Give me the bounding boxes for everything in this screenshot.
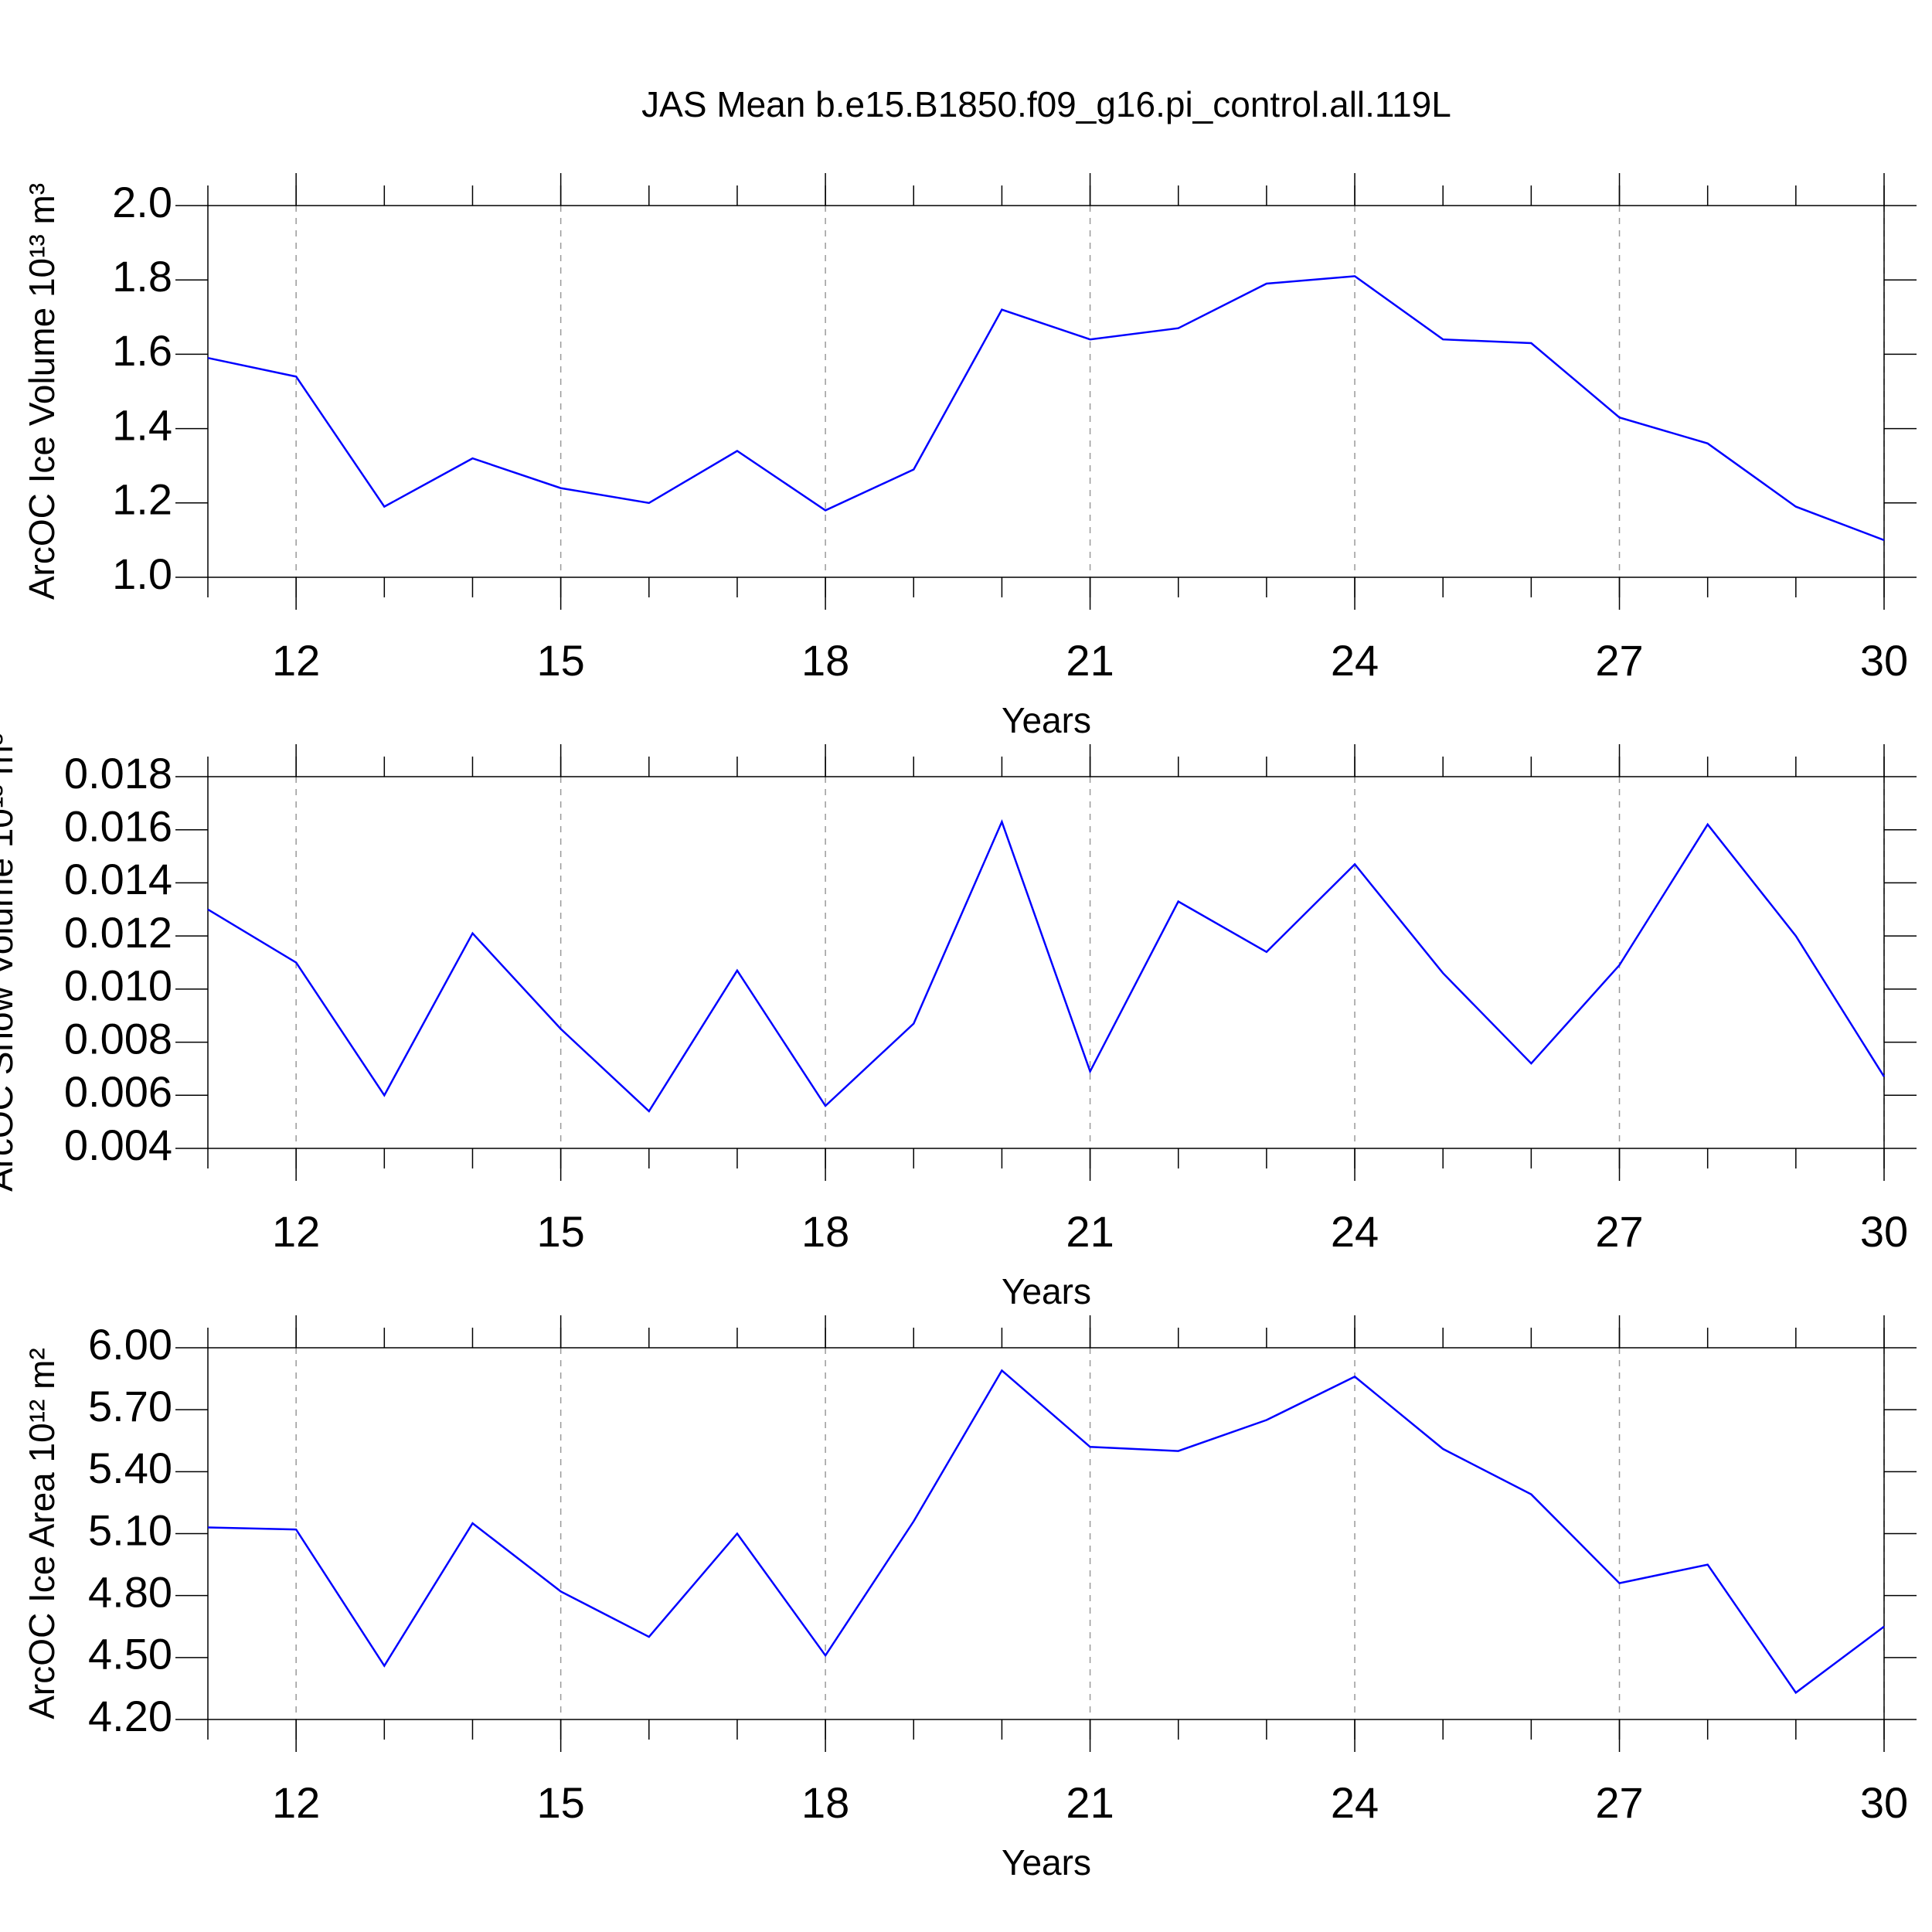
x-tick-label: 24 xyxy=(1331,1778,1379,1827)
plot-frame xyxy=(207,205,1885,578)
x-tick-label: 21 xyxy=(1066,636,1114,685)
data-line xyxy=(207,275,1885,542)
x-tick-label: 15 xyxy=(536,636,584,685)
x-tick-label: 27 xyxy=(1595,1207,1643,1256)
y-tick-label: 5.10 xyxy=(88,1505,172,1554)
x-tick-label: 21 xyxy=(1066,1778,1114,1827)
y-tick-label: 0.008 xyxy=(64,1014,172,1063)
y-tick-label: 0.010 xyxy=(64,961,172,1010)
x-tick-label: 24 xyxy=(1331,1207,1379,1256)
figure-title: JAS Mean b.e15.B1850.f09_g16.pi_control.… xyxy=(641,84,1451,124)
y-tick-label: 1.0 xyxy=(112,549,172,598)
y-tick-label: 1.6 xyxy=(112,326,172,375)
y-tick-label: 4.80 xyxy=(88,1567,172,1616)
y-tick-label: 2.0 xyxy=(112,178,172,226)
x-tick-label: 12 xyxy=(272,1778,320,1827)
x-tick-label: 15 xyxy=(536,1207,584,1256)
x-axis-title: Years xyxy=(1002,1842,1091,1883)
x-tick-label: 30 xyxy=(1860,636,1908,685)
y-tick-label: 5.40 xyxy=(88,1444,172,1492)
x-tick-label: 18 xyxy=(801,636,849,685)
y-tick-label: 0.014 xyxy=(64,855,172,903)
x-axis-title: Years xyxy=(1002,1271,1091,1311)
y-tick-label: 5.70 xyxy=(88,1382,172,1430)
x-tick-label: 27 xyxy=(1595,1778,1643,1827)
y-axis-title: ArcOC Ice Volume 10¹³ m³ xyxy=(22,183,62,600)
y-tick-label: 1.2 xyxy=(112,475,172,524)
data-line xyxy=(207,1369,1885,1695)
data-line xyxy=(207,818,1886,1113)
y-tick-label: 1.8 xyxy=(112,252,172,301)
x-tick-label: 18 xyxy=(801,1207,849,1256)
plot-frame xyxy=(207,1347,1885,1720)
x-tick-label: 12 xyxy=(272,1207,320,1256)
y-tick-label: 4.50 xyxy=(88,1630,172,1679)
x-tick-label: 18 xyxy=(801,1778,849,1827)
y-tick-label: 6.00 xyxy=(88,1320,172,1369)
x-tick-label: 24 xyxy=(1331,636,1379,685)
x-tick-label: 12 xyxy=(272,636,320,685)
x-tick-label: 15 xyxy=(536,1778,584,1827)
y-axis-title: ArcOC Snow Volume 10¹³ m³ xyxy=(0,733,20,1192)
y-tick-label: 1.4 xyxy=(112,400,172,449)
y-tick-label: 4.20 xyxy=(88,1692,172,1740)
y-tick-label: 0.012 xyxy=(64,908,172,957)
y-tick-label: 0.018 xyxy=(64,749,172,798)
y-tick-label: 0.016 xyxy=(64,802,172,851)
x-tick-label: 21 xyxy=(1066,1207,1114,1256)
x-axis-title: Years xyxy=(1002,700,1091,740)
y-axis-title: ArcOC Ice Area 10¹² m² xyxy=(22,1348,62,1719)
y-tick-label: 0.004 xyxy=(64,1121,172,1169)
x-tick-label: 30 xyxy=(1860,1207,1908,1256)
x-tick-label: 30 xyxy=(1860,1778,1908,1827)
plot-frame xyxy=(207,776,1885,1149)
x-tick-label: 27 xyxy=(1595,636,1643,685)
y-tick-label: 0.006 xyxy=(64,1067,172,1116)
